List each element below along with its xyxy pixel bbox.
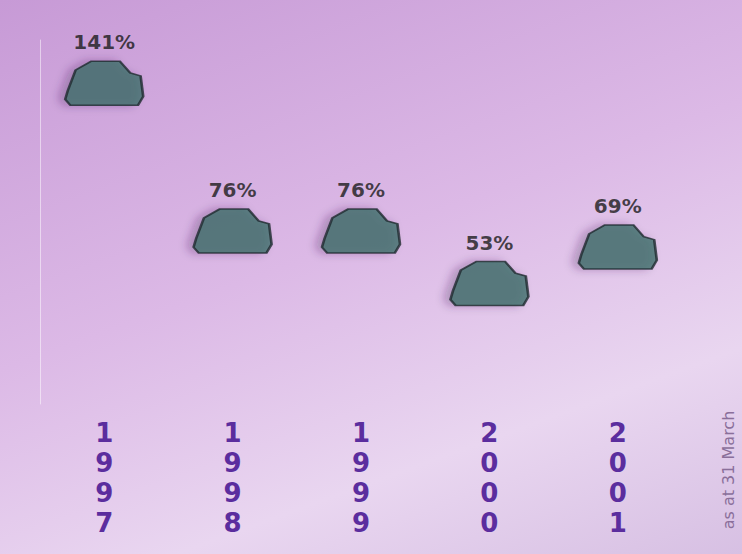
svg-text:9: 9 (224, 478, 242, 508)
svg-text:0: 0 (480, 478, 498, 508)
svg-text:0: 0 (480, 508, 498, 538)
svg-text:9: 9 (224, 448, 242, 478)
svg-text:69%: 69% (594, 194, 642, 218)
svg-text:2: 2 (609, 418, 627, 448)
svg-text:141%: 141% (73, 30, 135, 54)
svg-text:as at 31 March: as at 31 March (719, 411, 738, 530)
svg-text:53%: 53% (465, 231, 513, 255)
svg-text:2: 2 (480, 418, 498, 448)
svg-text:9: 9 (95, 448, 113, 478)
svg-text:76%: 76% (209, 178, 257, 202)
svg-text:1: 1 (95, 418, 113, 448)
svg-text:0: 0 (480, 448, 498, 478)
svg-text:9: 9 (352, 508, 370, 538)
svg-text:0: 0 (609, 448, 627, 478)
svg-text:0: 0 (609, 478, 627, 508)
svg-text:9: 9 (95, 478, 113, 508)
svg-text:76%: 76% (337, 178, 385, 202)
svg-text:1: 1 (224, 418, 242, 448)
svg-text:1: 1 (609, 508, 627, 538)
svg-text:8: 8 (224, 508, 242, 538)
svg-text:1: 1 (352, 418, 370, 448)
svg-text:9: 9 (352, 478, 370, 508)
svg-text:7: 7 (95, 508, 113, 538)
svg-text:9: 9 (352, 448, 370, 478)
